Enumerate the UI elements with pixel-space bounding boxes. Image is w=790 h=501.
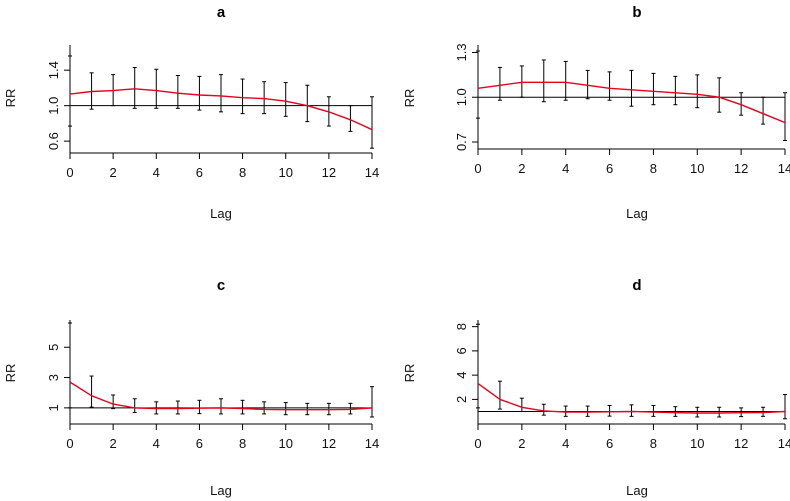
y-tick-label: 4	[454, 372, 469, 379]
x-tick-label: 10	[278, 436, 292, 451]
x-tick-label: 0	[66, 436, 73, 451]
x-tick-label: 4	[562, 436, 569, 451]
y-tick-label: 0.7	[454, 133, 469, 151]
y-tick-label: 2	[454, 396, 469, 403]
rr-series-line	[69, 88, 373, 131]
x-tick-label: 14	[365, 165, 379, 180]
x-tick-label: 6	[196, 436, 203, 451]
y-tick-label: 1.3	[454, 43, 469, 61]
x-tick-label: 8	[239, 165, 246, 180]
y-tick-label: 6	[454, 347, 469, 354]
y-tick-label: 1	[46, 404, 61, 411]
x-tick-label: 12	[322, 165, 336, 180]
x-tick-label: 12	[734, 161, 748, 176]
panel-title: a	[217, 4, 226, 21]
x-tick-label: 4	[562, 161, 569, 176]
x-tick-label: 10	[278, 165, 292, 180]
y-tick-label: 1.4	[46, 61, 61, 79]
x-tick-label: 2	[518, 436, 525, 451]
y-tick-label: 0.6	[46, 132, 61, 150]
x-tick-label: 12	[734, 436, 748, 451]
x-tick-label: 8	[650, 436, 657, 451]
y-tick-label: 1.0	[46, 97, 61, 115]
rr-series-line	[477, 81, 786, 124]
x-tick-label: 8	[650, 161, 657, 176]
panel-title: d	[632, 277, 641, 294]
x-tick-label: 6	[606, 161, 613, 176]
x-tick-label: 8	[239, 436, 246, 451]
panel-title: b	[632, 4, 641, 21]
x-tick-label: 14	[778, 436, 790, 451]
y-tick-label: 1.0	[454, 88, 469, 106]
x-tick-label: 10	[690, 436, 704, 451]
x-tick-label: 14	[778, 161, 790, 176]
y-axis-label: RR	[3, 89, 18, 108]
y-axis-label: RR	[402, 89, 417, 108]
x-axis-label: Lag	[210, 483, 232, 498]
panel-title: c	[217, 277, 225, 294]
y-axis-label: RR	[402, 364, 417, 383]
panel-c: c RR Lag 1 3 5 0 2 4 6 8 10 12 14	[3, 277, 379, 498]
x-tick-label: 10	[690, 161, 704, 176]
x-tick-label: 0	[66, 165, 73, 180]
x-tick-label: 6	[606, 436, 613, 451]
rr-series-line	[477, 383, 786, 414]
panel-b: b RR Lag 0.7 1.0 1.3 0 2 4 6 8 10 12 14	[402, 4, 790, 221]
panel-d: d RR Lag 2 4 6 8 0 2 4 6 8 10 12 14	[402, 277, 790, 498]
rr-series-line	[69, 381, 373, 411]
x-tick-label: 2	[518, 161, 525, 176]
y-tick-label: 3	[46, 374, 61, 381]
panel-a: a RR Lag 0.6 1.0 1.4 0 2 4 6 8 10 12 14	[3, 4, 379, 221]
x-tick-label: 14	[365, 436, 379, 451]
y-axis-label: RR	[3, 364, 18, 383]
x-tick-label: 4	[153, 165, 160, 180]
x-axis-label: Lag	[210, 206, 232, 221]
x-tick-label: 2	[110, 436, 117, 451]
y-tick-label: 8	[454, 323, 469, 330]
x-axis-label: Lag	[626, 483, 648, 498]
x-tick-label: 6	[196, 165, 203, 180]
y-tick-label: 5	[46, 344, 61, 351]
x-tick-label: 2	[110, 165, 117, 180]
x-tick-label: 4	[153, 436, 160, 451]
x-tick-label: 12	[322, 436, 336, 451]
x-axis-label: Lag	[626, 206, 648, 221]
x-tick-label: 0	[474, 161, 481, 176]
x-tick-label: 0	[474, 436, 481, 451]
